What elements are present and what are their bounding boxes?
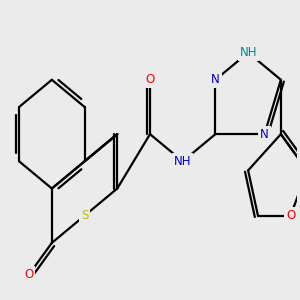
Text: N: N (211, 73, 220, 86)
Text: S: S (81, 209, 88, 222)
Text: O: O (146, 73, 154, 86)
Text: O: O (24, 268, 34, 281)
Text: NH: NH (174, 155, 191, 168)
Text: NH: NH (239, 46, 257, 59)
Text: N: N (260, 128, 269, 141)
Text: O: O (286, 209, 295, 222)
